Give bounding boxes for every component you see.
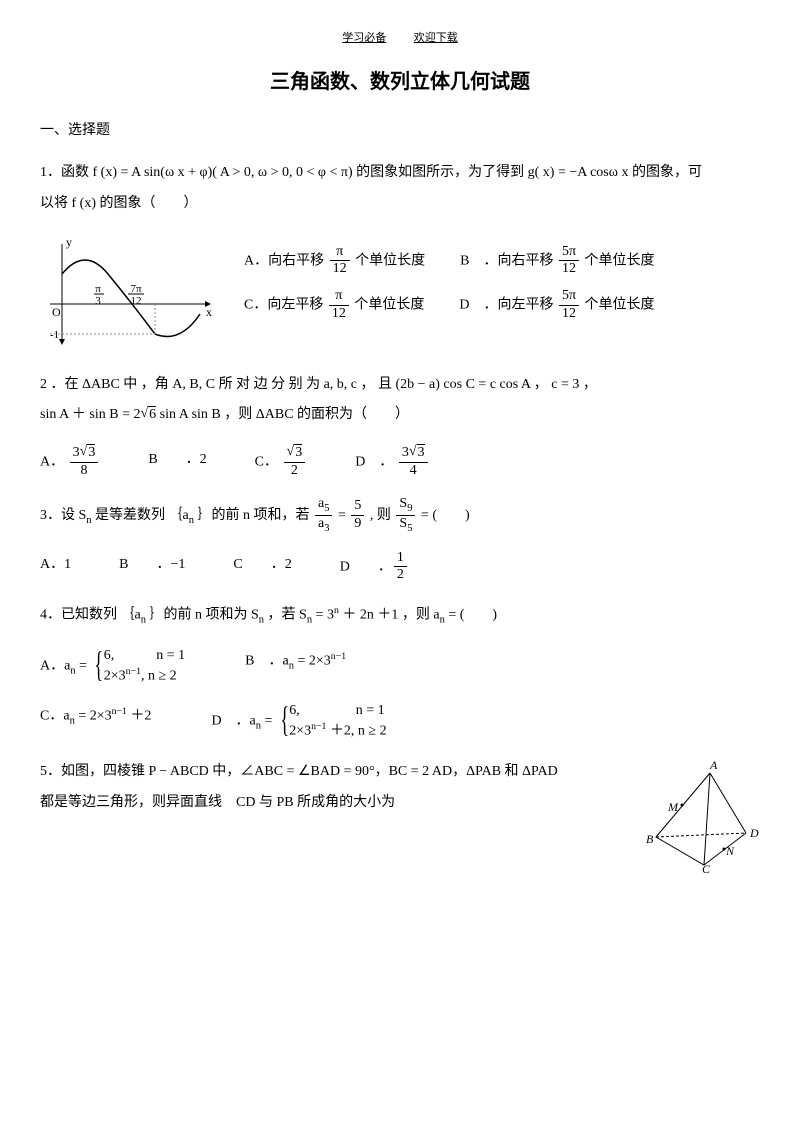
svg-text:N: N (725, 844, 735, 858)
question-1: 1．函数 f (x) = A sin(ω x + φ)( A > 0, ω > … (40, 158, 760, 354)
question-4: 4．已知数列 ｛an ｝的前 n 项和为 Sn ，若 Sn = 3n ＋ 2n … (40, 600, 760, 741)
svg-text:A: A (709, 758, 718, 772)
svg-text:B: B (646, 832, 654, 846)
q2-optC: C． √32 (255, 445, 308, 480)
header-left: 学习必备 (342, 32, 386, 44)
q5-diagram: A B C D M N (640, 757, 760, 890)
q1-optD-post: 个单位长度 (585, 298, 655, 313)
q1-optA-pre: A．向右平移 (244, 253, 324, 268)
svg-text:y: y (66, 235, 72, 249)
q1-optC-post: 个单位长度 (354, 298, 424, 313)
q2-line1: 2 ．在 ΔABC 中 ，角 A, B, C 所 对 边 分 别 为 a, b,… (40, 370, 760, 401)
q2-line2b: sin A sin B ，则 ΔABC 的面积为（ ） (160, 407, 409, 422)
q2-optD: D ． 3√34 (355, 445, 429, 480)
svg-text:D: D (749, 826, 759, 840)
q1-optA-post: 个单位长度 (355, 253, 425, 268)
svg-text:-1: -1 (50, 329, 59, 341)
q1-optB-pre: B ．向右平移 (460, 253, 553, 268)
page-title: 三角函数、数列立体几何试题 (40, 66, 760, 98)
q2-optB: B ．2 (148, 445, 206, 480)
q1-optC-pre: C．向左平移 (244, 298, 323, 313)
q2-line2a: sin A ＋ sin B = 2 (40, 407, 140, 422)
question-5: A B C D M N 5．如图，四棱锥 P − ABCD 中，∠ABC = ∠… (40, 757, 760, 890)
svg-text:π: π (95, 283, 101, 295)
q4-optB: B ．an = 2×3n−1 (245, 646, 346, 687)
svg-text:x: x (206, 305, 212, 319)
q4-optA: A．an = { 6, n = 1 2×3n−1, n ≥ 2 (40, 646, 185, 687)
q4-optD: D ．an = { 6, n = 1 2×3n−1 ＋2, n ≥ 2 (211, 701, 386, 742)
section-header: 一、选择题 (40, 120, 760, 142)
header-right: 欢迎下载 (414, 32, 458, 44)
question-3: 3．设 Sn 是等差数列 ｛an ｝的前 n 项和，若 a5a3 = 59 , … (40, 496, 760, 584)
q1-graph: y x O -1 π 3 7π 12 (40, 234, 220, 354)
header-spacer (389, 32, 411, 44)
svg-text:3: 3 (95, 295, 101, 307)
svg-text:12: 12 (131, 295, 142, 307)
q1-optB-post: 个单位长度 (585, 253, 655, 268)
q1-text-c: 以将 f (x) 的图象（ ） (40, 196, 198, 211)
svg-text:7π: 7π (130, 283, 142, 295)
q1-optD-pre: D ．向左平移 (459, 298, 553, 313)
q2-optA: A． 3√38 (40, 445, 100, 480)
q1-text-b: g( x) = −A cosω x 的图象，可 (528, 165, 702, 180)
svg-text:O: O (52, 305, 61, 319)
question-2: 2 ．在 ΔABC 中 ，角 A, B, C 所 对 边 分 别 为 a, b,… (40, 370, 760, 480)
q4-optC: C．an = 2×3n−1 ＋2 (40, 701, 151, 742)
q1-text-a: 1．函数 f (x) = A sin(ω x + φ)( A > 0, ω > … (40, 165, 524, 180)
page-header: 学习必备 欢迎下载 (40, 30, 760, 48)
